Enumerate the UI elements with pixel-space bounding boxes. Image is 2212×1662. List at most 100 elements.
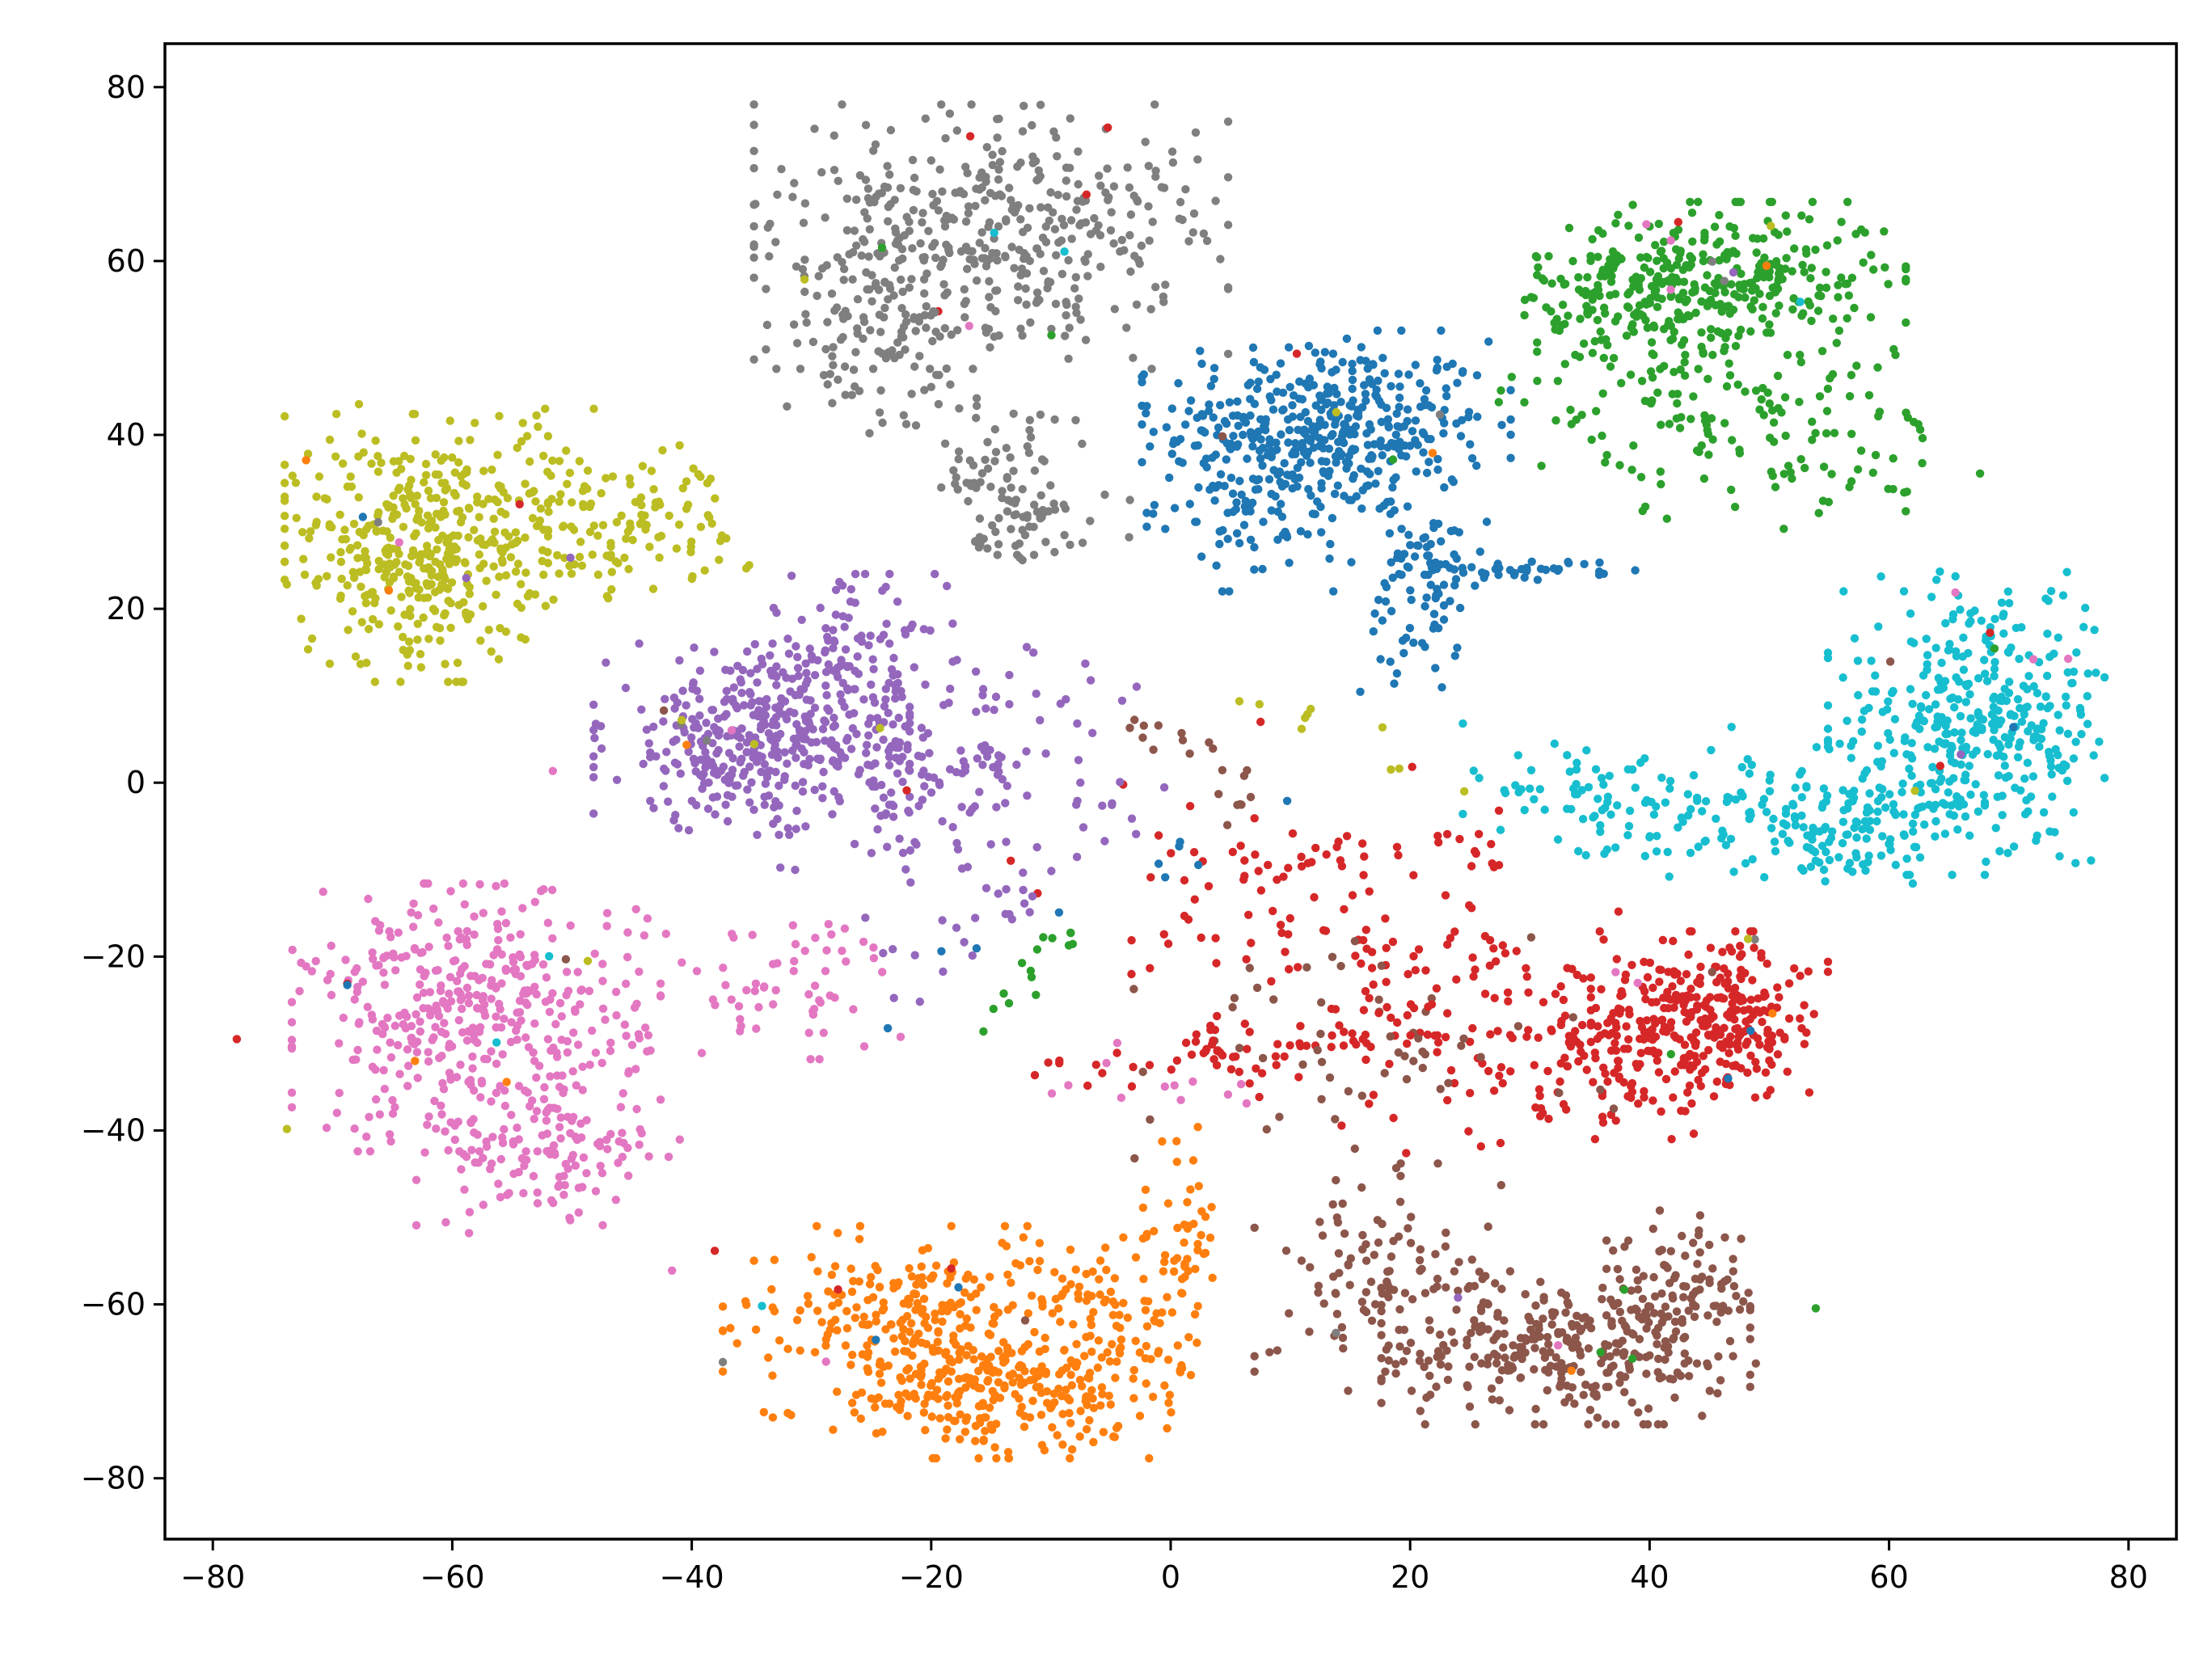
scatter-point-green xyxy=(1648,349,1657,358)
scatter-point-green xyxy=(1686,197,1695,206)
scatter-point-purple xyxy=(885,744,895,753)
scatter-point-red xyxy=(1530,1061,1539,1069)
scatter-point-blue xyxy=(1377,442,1386,451)
scatter-point-green xyxy=(1388,455,1398,464)
scatter-point-olive xyxy=(475,513,483,521)
scatter-point-green xyxy=(1592,407,1601,416)
scatter-point-green xyxy=(1588,234,1597,244)
scatter-point-blue xyxy=(1288,412,1298,421)
scatter-point-orange xyxy=(875,1369,884,1378)
scatter-point-red xyxy=(1190,895,1200,904)
scatter-point-green xyxy=(1624,303,1633,312)
scatter-point-green xyxy=(1873,363,1882,372)
scatter-point-orange xyxy=(981,1427,990,1436)
scatter-point-brown xyxy=(1344,1086,1353,1096)
scatter-point-orange xyxy=(848,1350,857,1360)
scatter-point-red xyxy=(1559,1099,1568,1109)
scatter-point-brown xyxy=(1391,1360,1400,1369)
scatter-point-green xyxy=(1703,429,1712,438)
scatter-point-brown xyxy=(1613,1264,1623,1274)
scatter-point-blue xyxy=(1387,606,1396,616)
scatter-point-blue xyxy=(1330,489,1340,499)
scatter-point-purple xyxy=(783,635,792,643)
scatter-point-red xyxy=(1185,802,1195,811)
scatter-point-red xyxy=(1504,997,1513,1006)
scatter-point-orange xyxy=(1048,1309,1057,1318)
scatter-point-green xyxy=(1683,310,1692,320)
scatter-point-pink xyxy=(727,726,737,735)
scatter-point-green xyxy=(1611,219,1620,228)
scatter-point-purple xyxy=(770,670,779,679)
scatter-point-purple xyxy=(876,635,885,643)
scatter-point-blue xyxy=(1437,326,1446,335)
scatter-point-gray xyxy=(983,437,992,447)
scatter-point-brown xyxy=(1414,1034,1423,1043)
scatter-point-pink xyxy=(618,1089,627,1098)
scatter-point-gray xyxy=(1019,101,1028,111)
scatter-point-brown xyxy=(1705,1386,1714,1395)
scatter-point-olive xyxy=(394,622,403,631)
scatter-point-red xyxy=(1104,123,1112,132)
scatter-point-red xyxy=(1601,1069,1610,1078)
scatter-point-gray xyxy=(964,209,973,217)
scatter-point-brown xyxy=(1361,1256,1371,1265)
scatter-point-red xyxy=(1498,1078,1507,1088)
scatter-point-brown xyxy=(1698,1411,1707,1420)
scatter-point-brown xyxy=(1425,1316,1434,1325)
scatter-point-pink xyxy=(566,921,575,930)
scatter-point-blue xyxy=(1317,528,1326,537)
scatter-point-orange xyxy=(919,1294,929,1304)
scatter-point-pink xyxy=(559,1190,568,1200)
scatter-point-pink xyxy=(566,1128,575,1138)
scatter-point-orange xyxy=(974,1453,983,1463)
scatter-point-blue xyxy=(1342,464,1351,473)
scatter-point-green xyxy=(1577,411,1586,420)
scatter-point-purple xyxy=(978,690,987,700)
scatter-point-brown xyxy=(1684,1306,1693,1315)
scatter-point-purple xyxy=(758,697,767,707)
scatter-point-red xyxy=(1716,1057,1724,1066)
scatter-point-pink xyxy=(529,1171,538,1181)
scatter-point-red xyxy=(1597,985,1606,994)
scatter-point-blue xyxy=(1345,496,1354,504)
scatter-point-orange xyxy=(833,1387,842,1396)
scatter-point-gray xyxy=(800,255,809,264)
scatter-point-purple xyxy=(978,685,988,694)
scatter-point-purple xyxy=(957,864,967,873)
scatter-point-gray xyxy=(981,262,991,271)
scatter-point-red xyxy=(1724,1048,1733,1058)
scatter-point-orange xyxy=(1170,1256,1179,1265)
scatter-point-pink xyxy=(551,1019,560,1029)
scatter-point-orange xyxy=(1066,1370,1075,1380)
scatter-point-brown xyxy=(1402,1347,1412,1356)
scatter-point-red xyxy=(1640,1093,1648,1102)
scatter-point-pink xyxy=(458,1004,466,1014)
scatter-point-blue xyxy=(1422,593,1431,602)
scatter-point-blue xyxy=(1391,430,1401,439)
scatter-point-brown xyxy=(1425,1390,1435,1399)
scatter-point-blue xyxy=(1216,470,1226,479)
scatter-point-red xyxy=(1727,947,1737,956)
scatter-point-red xyxy=(1321,926,1331,935)
scatter-point-pink xyxy=(751,979,761,989)
scatter-point-gray xyxy=(963,169,972,178)
scatter-point-pink xyxy=(500,879,509,888)
scatter-point-brown xyxy=(1629,1330,1638,1339)
scatter-point-pink xyxy=(521,1033,530,1042)
scatter-point-gray xyxy=(977,228,986,237)
scatter-point-gray xyxy=(931,370,941,379)
scatter-point-orange xyxy=(990,1302,998,1312)
scatter-point-blue xyxy=(1208,453,1217,462)
scatter-point-pink xyxy=(453,977,462,985)
scatter-point-orange xyxy=(1167,1308,1177,1317)
scatter-point-gray xyxy=(1036,491,1045,500)
scatter-point-orange xyxy=(994,1368,1003,1377)
scatter-point-red xyxy=(1686,1049,1695,1059)
scatter-point-blue xyxy=(1437,537,1446,546)
scatter-point-red xyxy=(1250,814,1259,823)
scatter-point-orange xyxy=(1023,1221,1032,1231)
scatter-point-green xyxy=(1614,312,1623,321)
scatter-point-gray xyxy=(848,275,857,284)
scatter-point-red xyxy=(1493,1027,1502,1036)
scatter-point-green xyxy=(1581,290,1590,300)
